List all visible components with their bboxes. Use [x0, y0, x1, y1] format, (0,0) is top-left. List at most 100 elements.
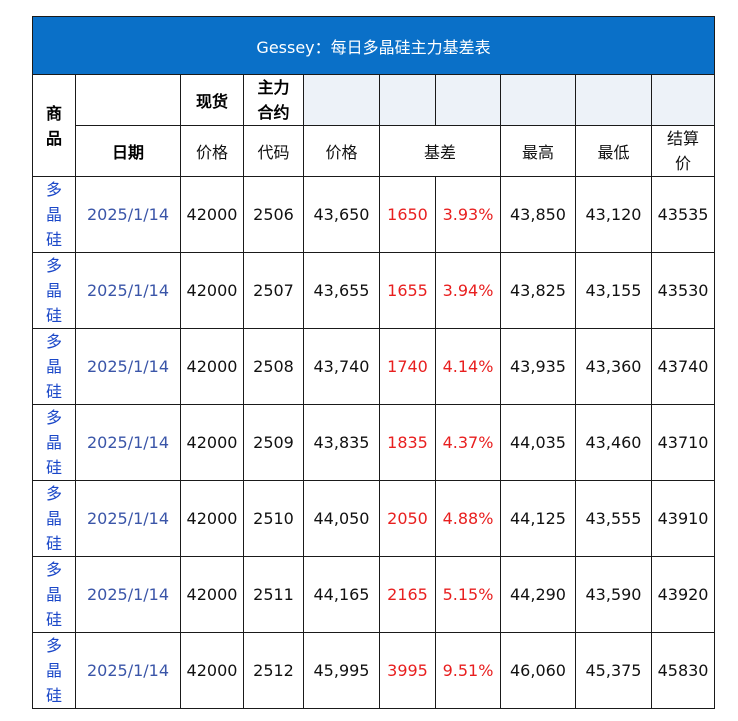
cell-settlement: 43910	[650, 480, 716, 557]
cell-futures-price: 43,835	[303, 404, 380, 481]
cell-futures-price: 44,050	[303, 480, 380, 557]
cell-settlement: 43535	[650, 176, 716, 253]
cell-high: 43,825	[500, 252, 576, 329]
cell-futures-price: 44,165	[303, 556, 380, 633]
cell-low: 45,375	[575, 632, 652, 709]
cell-futures-price: 43,655	[303, 252, 380, 329]
cell-commodity: 多晶硅	[32, 176, 76, 253]
cell-low: 43,460	[575, 404, 652, 481]
cell-basis-pct: 9.51%	[435, 632, 501, 709]
cell-date: 2025/1/14	[75, 480, 181, 557]
cell-commodity-label: 多晶硅	[45, 560, 62, 629]
header-code: 代码	[243, 125, 304, 177]
cell-commodity: 多晶硅	[32, 556, 76, 633]
table-row: 多晶硅 2025/1/14 42000 2506 43,650 1650 3.93% 43,8…	[32, 176, 716, 253]
header-shade-4	[500, 74, 576, 126]
cell-date: 2025/1/14	[75, 632, 181, 709]
cell-commodity-label: 多晶硅	[45, 180, 62, 249]
header-shade-3	[435, 74, 501, 126]
cell-contract-code: 2509	[243, 404, 304, 481]
cell-commodity-label: 多晶硅	[45, 484, 62, 553]
cell-spot-price: 42000	[180, 632, 244, 709]
header-futures-price: 价格	[303, 125, 380, 177]
cell-settlement: 43710	[650, 404, 716, 481]
table-row: 多晶硅 2025/1/14 42000 2510 44,050 2050 4.88% 44,1…	[32, 480, 716, 557]
cell-low: 43,590	[575, 556, 652, 633]
cell-high: 46,060	[500, 632, 576, 709]
cell-basis-pct: 4.88%	[435, 480, 501, 557]
cell-basis-pct: 3.94%	[435, 252, 501, 329]
cell-basis-pct: 4.14%	[435, 328, 501, 405]
cell-commodity-label: 多晶硅	[45, 408, 62, 477]
cell-basis: 1740	[379, 328, 436, 405]
cell-commodity: 多晶硅	[32, 632, 76, 709]
cell-contract-code: 2511	[243, 556, 304, 633]
cell-date: 2025/1/14	[75, 556, 181, 633]
header-main-contract: 主力合约	[243, 74, 304, 126]
header-shade-1	[303, 74, 380, 126]
cell-basis: 1835	[379, 404, 436, 481]
header-low: 最低	[575, 125, 652, 177]
header-blank	[75, 74, 181, 126]
header-shade-5	[575, 74, 652, 126]
cell-basis: 2050	[379, 480, 436, 557]
cell-high: 43,850	[500, 176, 576, 253]
cell-basis: 3995	[379, 632, 436, 709]
cell-settlement: 45830	[650, 632, 716, 709]
header-date: 日期	[75, 125, 181, 177]
basis-table: Gessey：每日多晶硅主力基差表 商品 现货 主力合约 日期 价格 代码 价格…	[31, 16, 716, 709]
cell-spot-price: 42000	[180, 328, 244, 405]
cell-settlement: 43920	[650, 556, 716, 633]
cell-commodity: 多晶硅	[32, 252, 76, 329]
header-spot: 现货	[180, 74, 244, 126]
cell-basis: 1650	[379, 176, 436, 253]
cell-commodity: 多晶硅	[32, 480, 76, 557]
cell-basis-pct: 3.93%	[435, 176, 501, 253]
cell-high: 44,035	[500, 404, 576, 481]
cell-date: 2025/1/14	[75, 252, 181, 329]
cell-settlement: 43530	[650, 252, 716, 329]
cell-high: 43,935	[500, 328, 576, 405]
header-commodity: 商品	[32, 74, 76, 177]
cell-basis: 2165	[379, 556, 436, 633]
cell-date: 2025/1/14	[75, 328, 181, 405]
cell-low: 43,120	[575, 176, 652, 253]
cell-contract-code: 2506	[243, 176, 304, 253]
header-shade-2	[379, 74, 436, 126]
cell-contract-code: 2510	[243, 480, 304, 557]
cell-low: 43,360	[575, 328, 652, 405]
header-main-contract-label: 主力合约	[257, 78, 290, 122]
cell-commodity-label: 多晶硅	[45, 332, 62, 401]
cell-spot-price: 42000	[180, 404, 244, 481]
cell-contract-code: 2512	[243, 632, 304, 709]
cell-commodity: 多晶硅	[32, 404, 76, 481]
table-row: 多晶硅 2025/1/14 42000 2508 43,740 1740 4.14% 43,9…	[32, 328, 716, 405]
cell-spot-price: 42000	[180, 480, 244, 557]
cell-commodity: 多晶硅	[32, 328, 76, 405]
header-high: 最高	[500, 125, 576, 177]
cell-contract-code: 2507	[243, 252, 304, 329]
header-settlement: 结算价	[650, 125, 716, 177]
cell-futures-price: 45,995	[303, 632, 380, 709]
table-row: 多晶硅 2025/1/14 42000 2512 45,995 3995 9.51% 46,0…	[32, 632, 716, 709]
header-shade-6	[650, 74, 716, 126]
cell-high: 44,125	[500, 480, 576, 557]
table-row: 多晶硅 2025/1/14 42000 2507 43,655 1655 3.94% 43,8…	[32, 252, 716, 329]
cell-date: 2025/1/14	[75, 176, 181, 253]
header-price: 价格	[180, 125, 244, 177]
cell-commodity-label: 多晶硅	[45, 636, 62, 705]
cell-basis-pct: 4.37%	[435, 404, 501, 481]
cell-high: 44,290	[500, 556, 576, 633]
cell-contract-code: 2508	[243, 328, 304, 405]
cell-basis: 1655	[379, 252, 436, 329]
cell-spot-price: 42000	[180, 176, 244, 253]
cell-settlement: 43740	[650, 328, 716, 405]
cell-date: 2025/1/14	[75, 404, 181, 481]
cell-commodity-label: 多晶硅	[45, 256, 62, 325]
cell-basis-pct: 5.15%	[435, 556, 501, 633]
cell-spot-price: 42000	[180, 556, 244, 633]
header-basis: 基差	[379, 125, 501, 177]
cell-low: 43,555	[575, 480, 652, 557]
basis-table-container: Gessey：每日多晶硅主力基差表 商品 现货 主力合约 日期 价格 代码 价格…	[31, 16, 716, 709]
table-title: Gessey：每日多晶硅主力基差表	[31, 16, 716, 75]
